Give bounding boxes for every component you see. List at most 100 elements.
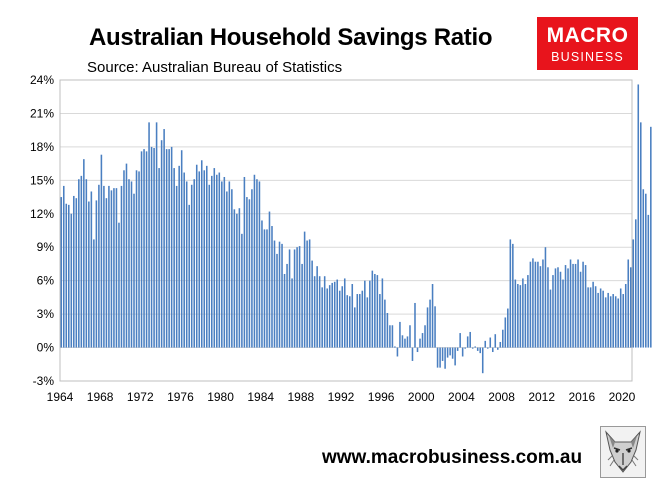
bar (519, 285, 522, 348)
bar (138, 171, 140, 348)
bar (113, 188, 115, 348)
bar (612, 294, 614, 348)
bar (306, 240, 308, 348)
bar (577, 259, 579, 348)
bar (303, 231, 306, 348)
bar (634, 219, 637, 348)
bar (211, 175, 213, 348)
x-tick-label: 2012 (528, 390, 555, 404)
bar (135, 170, 138, 348)
bar (70, 213, 73, 348)
bar (125, 163, 128, 348)
bar (647, 214, 650, 348)
bar (216, 174, 218, 348)
bar (88, 201, 90, 348)
bar (406, 336, 409, 348)
bar (429, 299, 431, 348)
bar (62, 185, 65, 348)
bar (190, 184, 193, 348)
bar (110, 190, 113, 348)
y-tick-label: 0% (37, 341, 55, 355)
bar (559, 271, 562, 348)
bar (155, 122, 158, 348)
bar (100, 154, 103, 348)
bar (587, 287, 589, 348)
x-tick-label: 1976 (167, 390, 194, 404)
bar (627, 259, 630, 348)
bar (118, 222, 120, 348)
bar (522, 278, 524, 348)
bar (374, 273, 376, 348)
bar (165, 149, 168, 348)
bar (466, 336, 469, 348)
bar (346, 295, 349, 348)
bar (170, 146, 173, 348)
bar (160, 140, 163, 348)
bar (419, 338, 421, 348)
bar (539, 266, 542, 348)
bar (128, 179, 130, 348)
bar (454, 347, 456, 366)
bar (271, 226, 273, 348)
bar (205, 165, 208, 348)
bar (103, 185, 105, 348)
bar (537, 261, 539, 348)
y-axis-tick-labels: -3% 0% 3% 6% 9% 12% 15% 18% 21% 24% (30, 73, 54, 388)
bar (333, 281, 336, 348)
wolf-icon (600, 426, 646, 478)
bar (223, 176, 226, 348)
bar (80, 175, 83, 348)
bar (208, 184, 211, 348)
bar (567, 268, 569, 348)
x-tick-label: 1972 (127, 390, 154, 404)
bar (258, 181, 261, 348)
bar (456, 347, 459, 351)
bar (512, 243, 514, 348)
bar (564, 265, 567, 348)
bar (266, 229, 268, 348)
bar (200, 160, 203, 348)
x-tick-label: 1984 (247, 390, 274, 404)
bar (645, 193, 647, 348)
bar (524, 284, 527, 348)
bar (499, 341, 502, 348)
bar (459, 333, 461, 348)
logo-line-macro: MACRO (546, 24, 629, 47)
x-tick-label: 1988 (287, 390, 314, 404)
bar (281, 243, 283, 348)
bar (251, 189, 253, 348)
bar (193, 179, 195, 348)
bar (494, 334, 497, 348)
bar (218, 172, 221, 348)
bar (497, 347, 499, 350)
bar (504, 317, 507, 348)
bar (356, 294, 359, 348)
bar (296, 247, 298, 348)
bar (534, 261, 537, 348)
x-tick-label: 2016 (568, 390, 595, 404)
bar (286, 263, 288, 348)
bar (163, 129, 165, 348)
bar (632, 239, 635, 348)
bar (481, 347, 484, 374)
bar (554, 268, 557, 348)
bar (273, 240, 276, 348)
bar (98, 184, 100, 348)
bar (354, 307, 356, 348)
y-tick-label: -3% (33, 374, 55, 388)
bar (431, 284, 434, 348)
bar (637, 84, 640, 348)
bar (439, 347, 441, 368)
bar (384, 299, 386, 348)
bar (248, 199, 251, 348)
bar (364, 280, 366, 348)
bar (361, 290, 364, 348)
bar (552, 275, 554, 348)
bar (486, 347, 489, 349)
bar (589, 287, 592, 348)
bar (348, 296, 351, 348)
bar (476, 347, 479, 351)
y-tick-label: 18% (30, 140, 54, 154)
bar (469, 331, 471, 348)
